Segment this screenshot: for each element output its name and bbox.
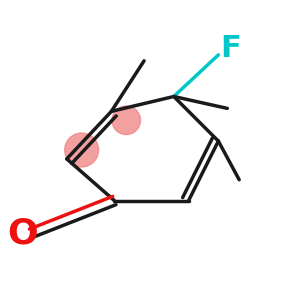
Text: O: O [7,216,38,250]
Text: F: F [220,34,241,63]
Circle shape [112,106,140,134]
Circle shape [65,133,99,167]
